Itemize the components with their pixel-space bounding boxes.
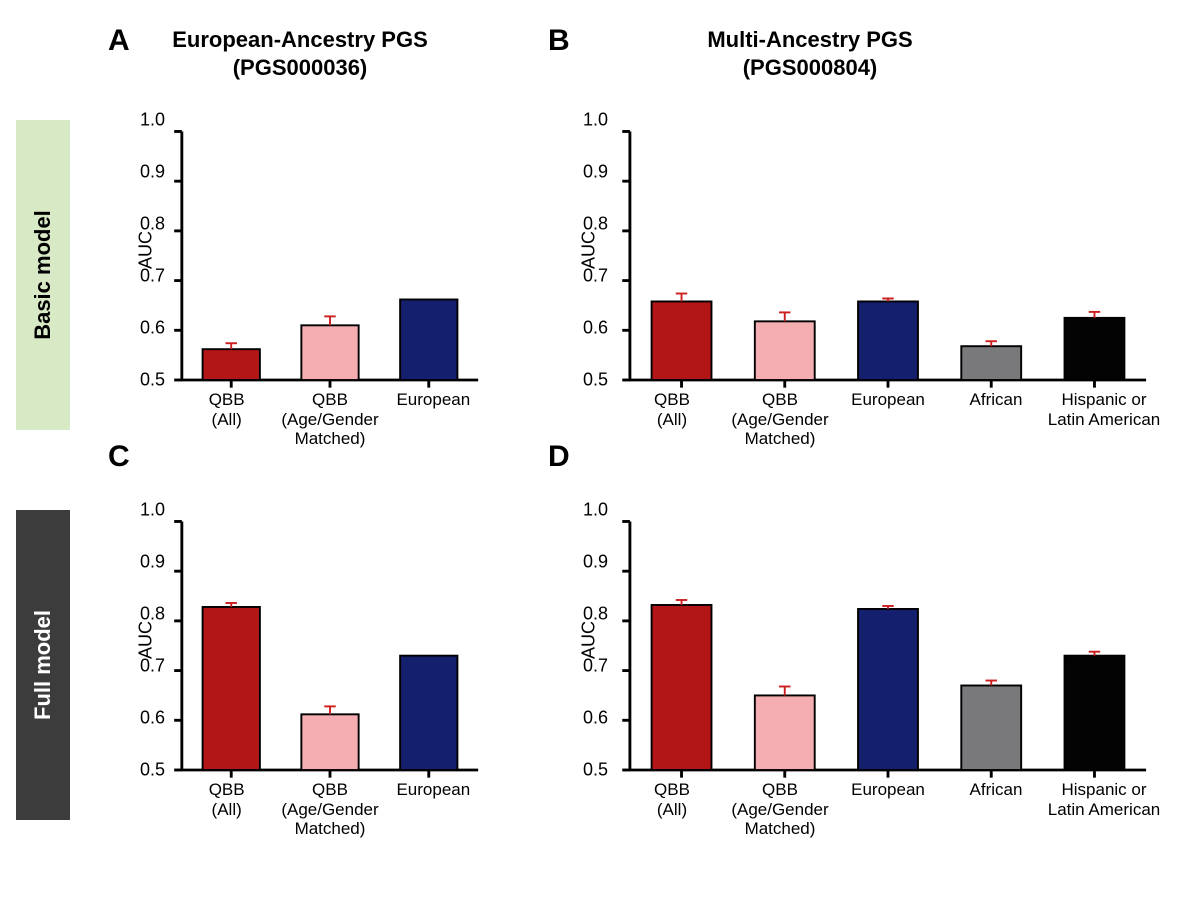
bar (301, 325, 358, 380)
row-label-basic-text: Basic model (30, 210, 56, 340)
chart-panel-a: 0.50.60.70.80.91.0AUCQBB(All)QBB(Age/Gen… (175, 120, 485, 380)
ytick-label: 1.0 (140, 110, 165, 131)
ytick-label: 0.9 (583, 162, 608, 183)
bar (652, 605, 712, 770)
xtick-label: African (970, 780, 1023, 800)
bar (652, 301, 712, 380)
row-label-full: Full model (16, 510, 70, 820)
xtick-label: European (851, 780, 925, 800)
bar (301, 714, 358, 770)
ytick-label: 0.5 (583, 760, 608, 781)
y-axis-label: AUC (136, 621, 157, 659)
xtick-label: Hispanic orLatin American (1048, 390, 1160, 429)
chart-svg (618, 510, 1158, 770)
ytick-label: 0.6 (140, 708, 165, 729)
xtick-label: QBB(Age/GenderMatched) (281, 780, 378, 839)
bar (755, 321, 815, 380)
bar (1065, 656, 1125, 770)
xtick-label: QBB(All) (209, 780, 245, 819)
chart-svg (175, 120, 485, 380)
bar (961, 346, 1021, 380)
error-bar (324, 706, 335, 714)
xtick-label: African (970, 390, 1023, 410)
y-axis-label: AUC (579, 621, 600, 659)
ytick-label: 0.9 (140, 162, 165, 183)
bar (1065, 318, 1125, 380)
xtick-label: QBB(All) (654, 390, 690, 429)
xtick-label: QBB(Age/GenderMatched) (731, 390, 828, 449)
ytick-label: 0.6 (583, 708, 608, 729)
y-axis-label: AUC (579, 231, 600, 269)
bar (755, 695, 815, 770)
bar (858, 301, 918, 380)
error-bar (676, 294, 687, 302)
ytick-label: 1.0 (583, 110, 608, 131)
column-title-right-line1: Multi-Ancestry PGS (707, 27, 912, 52)
chart-svg (175, 510, 485, 770)
ytick-label: 0.9 (583, 552, 608, 573)
row-label-full-text: Full model (30, 610, 56, 720)
column-title-right: Multi-Ancestry PGS (PGS000804) (645, 26, 975, 81)
figure-root: Basic model Full model European-Ancestry… (0, 0, 1200, 898)
column-title-left: European-Ancestry PGS (PGS000036) (135, 26, 465, 81)
error-bar (324, 316, 335, 325)
bar (400, 656, 457, 770)
xtick-label: QBB(All) (654, 780, 690, 819)
bar (961, 686, 1021, 771)
panel-letter-b: B (548, 24, 570, 58)
ytick-label: 1.0 (583, 500, 608, 521)
row-label-basic: Basic model (16, 120, 70, 430)
ytick-label: 0.5 (583, 370, 608, 391)
xtick-label: QBB(Age/GenderMatched) (731, 780, 828, 839)
ytick-label: 0.5 (140, 760, 165, 781)
ytick-label: 0.6 (140, 318, 165, 339)
chart-panel-d: 0.50.60.70.80.91.0AUCQBB(All)QBB(Age/Gen… (618, 510, 1158, 770)
xtick-label: QBB(Age/GenderMatched) (281, 390, 378, 449)
xtick-label: QBB(All) (209, 390, 245, 429)
ytick-label: 0.9 (140, 552, 165, 573)
error-bar (779, 686, 790, 695)
xtick-label: Hispanic orLatin American (1048, 780, 1160, 819)
bar (400, 299, 457, 380)
chart-svg (618, 120, 1158, 380)
ytick-label: 0.5 (140, 370, 165, 391)
panel-letter-a: A (108, 24, 130, 58)
y-axis-label: AUC (136, 231, 157, 269)
error-bar (779, 312, 790, 321)
bar (203, 607, 260, 770)
panel-letter-d: D (548, 440, 570, 474)
ytick-label: 1.0 (140, 500, 165, 521)
chart-panel-c: 0.50.60.70.80.91.0AUCQBB(All)QBB(Age/Gen… (175, 510, 485, 770)
xtick-label: European (396, 780, 470, 800)
column-title-right-line2: (PGS000804) (743, 55, 878, 80)
xtick-label: European (396, 390, 470, 410)
bar (203, 349, 260, 380)
column-title-left-line2: (PGS000036) (233, 55, 368, 80)
xtick-label: European (851, 390, 925, 410)
panel-letter-c: C (108, 440, 130, 474)
column-title-left-line1: European-Ancestry PGS (172, 27, 428, 52)
ytick-label: 0.6 (583, 318, 608, 339)
bar (858, 609, 918, 770)
chart-panel-b: 0.50.60.70.80.91.0AUCQBB(All)QBB(Age/Gen… (618, 120, 1158, 380)
